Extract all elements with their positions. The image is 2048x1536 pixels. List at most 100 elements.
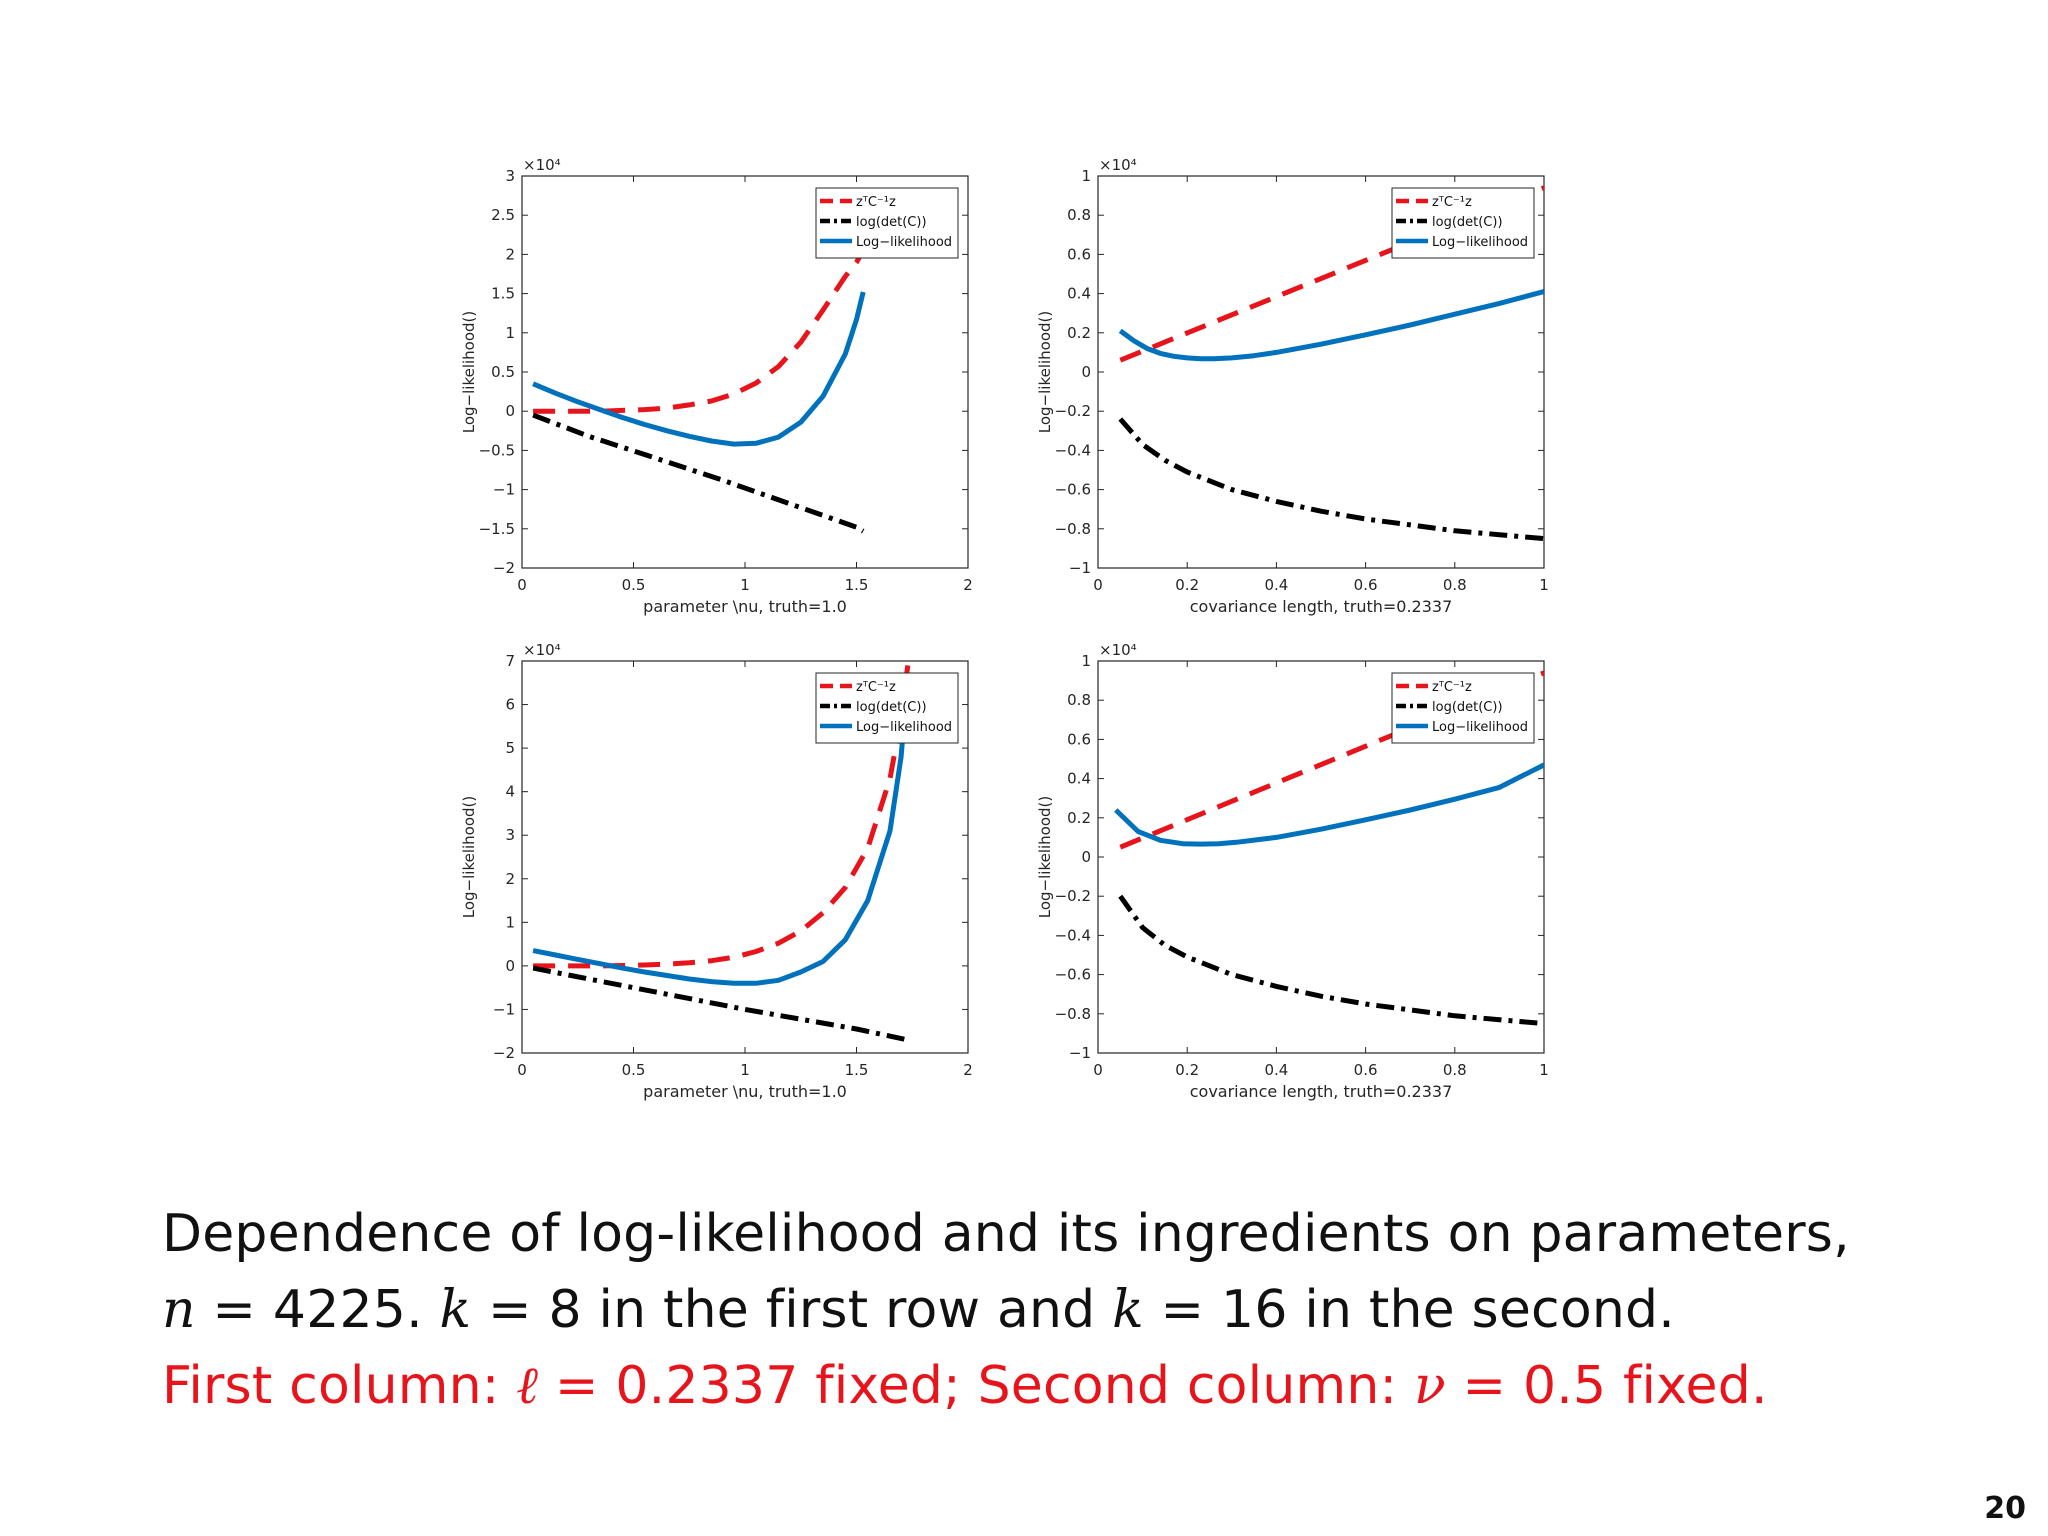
y-axis-label: Log−likelihood() <box>460 796 478 919</box>
x-tick-label: 0 <box>517 576 527 594</box>
chart-row2-col2: 0 0.2 0.4 0.6 0.8 1 −1 −0.8 −0.6 −0.4 −0.2 0 0.2 0.4 0… <box>1036 641 1549 1101</box>
x-axis-label: covariance length, truth=0.2337 <box>1190 1082 1453 1101</box>
y-tick-label: 1.5 <box>491 285 515 303</box>
legend-label: Log−likelihood <box>856 235 952 250</box>
series-group <box>1118 185 1544 542</box>
x-tick-label: 0.6 <box>1354 1061 1378 1079</box>
y-tick-label: 2 <box>505 245 515 263</box>
y-tick-label: −0.6 <box>1055 966 1091 984</box>
y-tick-label: 0.4 <box>1067 285 1091 303</box>
legend: zᵀC⁻¹z log(det(C)) Log−likelihood <box>1391 672 1535 744</box>
y-tick-label: −1 <box>1069 559 1091 577</box>
y-tick-label: −0.4 <box>1055 441 1091 459</box>
chart-row1-col2: 0 0.2 0.4 0.6 0.8 1 −1 −0.8 −0.6 −0.4 −0.2 0 0.2 0.4 0… <box>1036 156 1549 616</box>
y-tick-label: 0.6 <box>1067 730 1091 748</box>
x-axis-label: parameter \nu, truth=1.0 <box>643 1082 847 1101</box>
y-tick-label: 0.2 <box>1067 809 1091 827</box>
legend-label: log(det(C)) <box>1432 215 1503 230</box>
series-line-2 <box>1118 289 1544 362</box>
y-tick-label: −0.6 <box>1055 481 1091 499</box>
caption-n-value: = 4225. <box>195 1280 440 1340</box>
y-tick-label: −0.8 <box>1055 1005 1091 1023</box>
legend-label: Log−likelihood <box>856 720 952 735</box>
y-tick-label: 1 <box>505 324 515 342</box>
x-tick-label: 0.2 <box>1175 1061 1199 1079</box>
legend-label: zᵀC⁻¹z <box>1432 195 1472 210</box>
legend-box <box>815 672 959 744</box>
y-tick-label: −0.4 <box>1055 926 1091 944</box>
y-tick-label: 2.5 <box>491 206 515 224</box>
x-tick-label: 1 <box>1539 576 1549 594</box>
exponent-label: ×10⁴ <box>1099 156 1137 174</box>
y-tick-label: 3 <box>505 167 515 185</box>
caption-var-k2: k <box>1112 1280 1144 1340</box>
caption-line-3: First column: ℓ = 0.2337 fixed; Second c… <box>162 1348 1768 1424</box>
y-tick-label: 0.8 <box>1067 691 1091 709</box>
y-axis-label: Log−likelihood() <box>460 311 478 434</box>
y-tick-label: −0.2 <box>1055 887 1091 905</box>
x-tick-label: 0.4 <box>1264 1061 1288 1079</box>
x-tick-label: 2 <box>963 576 973 594</box>
series-group <box>532 249 866 534</box>
x-tick-label: 1 <box>740 1061 750 1079</box>
series-line-0 <box>1119 670 1544 850</box>
y-axis-label: Log−likelihood() <box>1036 796 1054 919</box>
x-tick-label: 0.5 <box>622 576 646 594</box>
legend-box <box>1391 187 1535 259</box>
y-tick-label: 4 <box>505 783 515 801</box>
legend-box <box>815 187 959 259</box>
y-tick-label: −1.5 <box>479 520 515 538</box>
legend-label: log(det(C)) <box>856 700 927 715</box>
caption-line-2: n = 4225. k = 8 in the first row and k =… <box>162 1272 1675 1348</box>
y-tick-label: −1 <box>1069 1044 1091 1062</box>
caption-nu-value: = 0.5 fixed. <box>1445 1356 1768 1416</box>
series-line-0 <box>533 249 866 414</box>
x-tick-label: 0.5 <box>622 1061 646 1079</box>
legend-box <box>1391 672 1535 744</box>
caption-first-column: First column: <box>162 1356 517 1416</box>
x-axis-label: parameter \nu, truth=1.0 <box>643 597 847 616</box>
x-tick-label: 0 <box>517 1061 527 1079</box>
x-tick-label: 0 <box>1093 1061 1103 1079</box>
exponent-label: ×10⁴ <box>523 641 561 659</box>
x-tick-label: 1 <box>740 576 750 594</box>
y-tick-label: 0 <box>505 957 515 975</box>
y-tick-label: 0.6 <box>1067 245 1091 263</box>
x-tick-label: 0 <box>1093 576 1103 594</box>
series-group <box>532 665 911 1043</box>
y-tick-label: 0.2 <box>1067 324 1091 342</box>
legend-label: zᵀC⁻¹z <box>856 680 896 695</box>
y-tick-label: 0.4 <box>1067 770 1091 788</box>
series-line-1 <box>1118 417 1544 542</box>
y-tick-label: −1 <box>493 481 515 499</box>
y-tick-label: −2 <box>493 1044 515 1062</box>
y-tick-label: 1 <box>1081 167 1091 185</box>
series-line-0 <box>1119 185 1544 363</box>
chart-row1-col1: 0 0.5 1 1.5 2 −2 −1.5 −1 −0.5 0 0.5 1 1.5 2 2.5 3 ×10⁴ pa… <box>460 156 973 616</box>
y-tick-label: 7 <box>505 652 515 670</box>
y-tick-label: −0.2 <box>1055 402 1091 420</box>
series-line-2 <box>532 673 911 986</box>
series-group <box>1114 670 1544 1027</box>
x-tick-label: 0.8 <box>1443 576 1467 594</box>
x-tick-label: 0.4 <box>1264 576 1288 594</box>
y-tick-label: 2 <box>505 870 515 888</box>
y-tick-label: 3 <box>505 826 515 844</box>
y-tick-label: 0 <box>505 402 515 420</box>
x-tick-label: 1 <box>1539 1061 1549 1079</box>
x-axis-label: covariance length, truth=0.2337 <box>1190 597 1453 616</box>
y-tick-label: 0 <box>1081 848 1091 866</box>
legend: zᵀC⁻¹z log(det(C)) Log−likelihood <box>815 672 959 744</box>
legend: zᵀC⁻¹z log(det(C)) Log−likelihood <box>1391 187 1535 259</box>
y-tick-label: −0.8 <box>1055 520 1091 538</box>
exponent-label: ×10⁴ <box>1099 641 1137 659</box>
series-line-1 <box>1118 894 1544 1027</box>
y-tick-label: 1 <box>505 913 515 931</box>
y-tick-label: 5 <box>505 739 515 757</box>
legend-label: zᵀC⁻¹z <box>1432 680 1472 695</box>
y-tick-label: −2 <box>493 559 515 577</box>
caption-line-1: Dependence of log-likelihood and its ing… <box>162 1204 1850 1264</box>
caption-var-nu: ν <box>1413 1356 1446 1416</box>
x-tick-label: 2 <box>963 1061 973 1079</box>
caption-ell-value: = 0.2337 fixed; Second column: <box>538 1356 1414 1416</box>
